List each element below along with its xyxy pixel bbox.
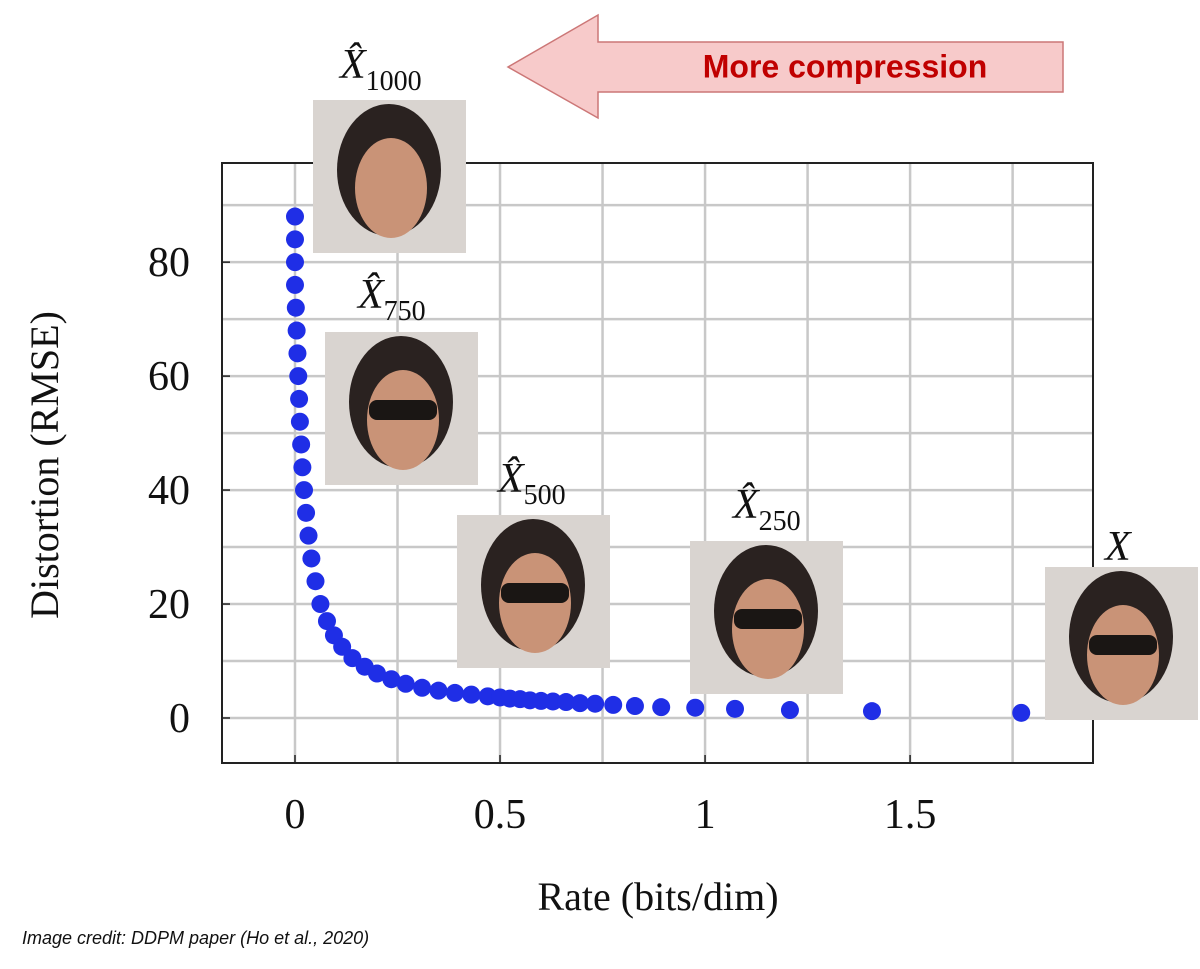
label-subscript: 1000 (366, 66, 422, 97)
x-tick-label: 1 (695, 792, 716, 838)
point (292, 435, 311, 454)
point (413, 678, 432, 697)
label-symbol: X (1103, 524, 1133, 570)
point (396, 674, 415, 693)
point (285, 207, 304, 226)
y-axis-label: Distortion (RMSE) (22, 311, 67, 619)
x-axis-label: Rate (bits/dim) (537, 874, 778, 919)
point (285, 253, 304, 272)
point (652, 698, 671, 717)
label-subscript: 500 (524, 480, 566, 511)
point (445, 683, 464, 702)
point (726, 699, 745, 718)
image-label: X̂250 (731, 481, 801, 537)
label-subscript: 250 (759, 506, 801, 537)
y-tick-label: 60 (148, 354, 190, 400)
point (302, 549, 321, 568)
point (586, 694, 605, 713)
arrow-text: More compression (703, 48, 988, 84)
point (1012, 703, 1031, 722)
point (311, 595, 330, 614)
label-subscript: 750 (384, 296, 426, 327)
point (306, 572, 325, 591)
point (287, 321, 306, 340)
point (290, 412, 309, 431)
point (288, 344, 307, 363)
y-tick-label: 80 (148, 240, 190, 286)
point (557, 693, 576, 712)
point (625, 697, 644, 716)
sunglasses (369, 400, 437, 420)
plot-frame (221, 162, 1094, 764)
point (780, 701, 799, 720)
point (862, 702, 881, 721)
point (543, 692, 562, 711)
x-tick-label: 0 (284, 792, 305, 838)
label-symbol: X̂ (496, 455, 526, 502)
label-symbol: X̂ (731, 481, 761, 528)
arrow (506, 13, 1064, 120)
face-skin (355, 138, 427, 238)
point (293, 458, 312, 477)
point (289, 367, 308, 386)
point (297, 503, 316, 522)
point (604, 695, 623, 714)
label-symbol: X̂ (338, 41, 368, 88)
point (368, 664, 387, 683)
y-tick-label: 20 (148, 582, 190, 628)
point (317, 612, 336, 631)
point (686, 698, 705, 717)
points (285, 207, 1031, 722)
image-label: X̂500 (496, 455, 566, 511)
image-label: X̂750 (356, 271, 426, 327)
y-tick-label: 0 (169, 696, 190, 742)
sunglasses (501, 583, 569, 603)
point (570, 694, 589, 713)
point (286, 298, 305, 317)
grid (222, 163, 1093, 763)
point (382, 670, 401, 689)
image-label: X̂1000 (338, 41, 422, 97)
point (290, 389, 309, 408)
point (462, 685, 481, 704)
y-tick-label: 40 (148, 468, 190, 514)
sunglasses (1089, 635, 1157, 655)
point (295, 481, 314, 500)
point (299, 526, 318, 545)
sunglasses (734, 609, 802, 629)
x-tick-label: 0.5 (474, 792, 527, 838)
label-symbol: X̂ (356, 271, 386, 318)
point (285, 275, 304, 294)
point (285, 230, 304, 249)
credit: Image credit: DDPM paper (Ho et al., 202… (22, 928, 369, 948)
point (429, 681, 448, 700)
image-label: X (1103, 524, 1133, 570)
x-tick-label: 1.5 (884, 792, 937, 838)
